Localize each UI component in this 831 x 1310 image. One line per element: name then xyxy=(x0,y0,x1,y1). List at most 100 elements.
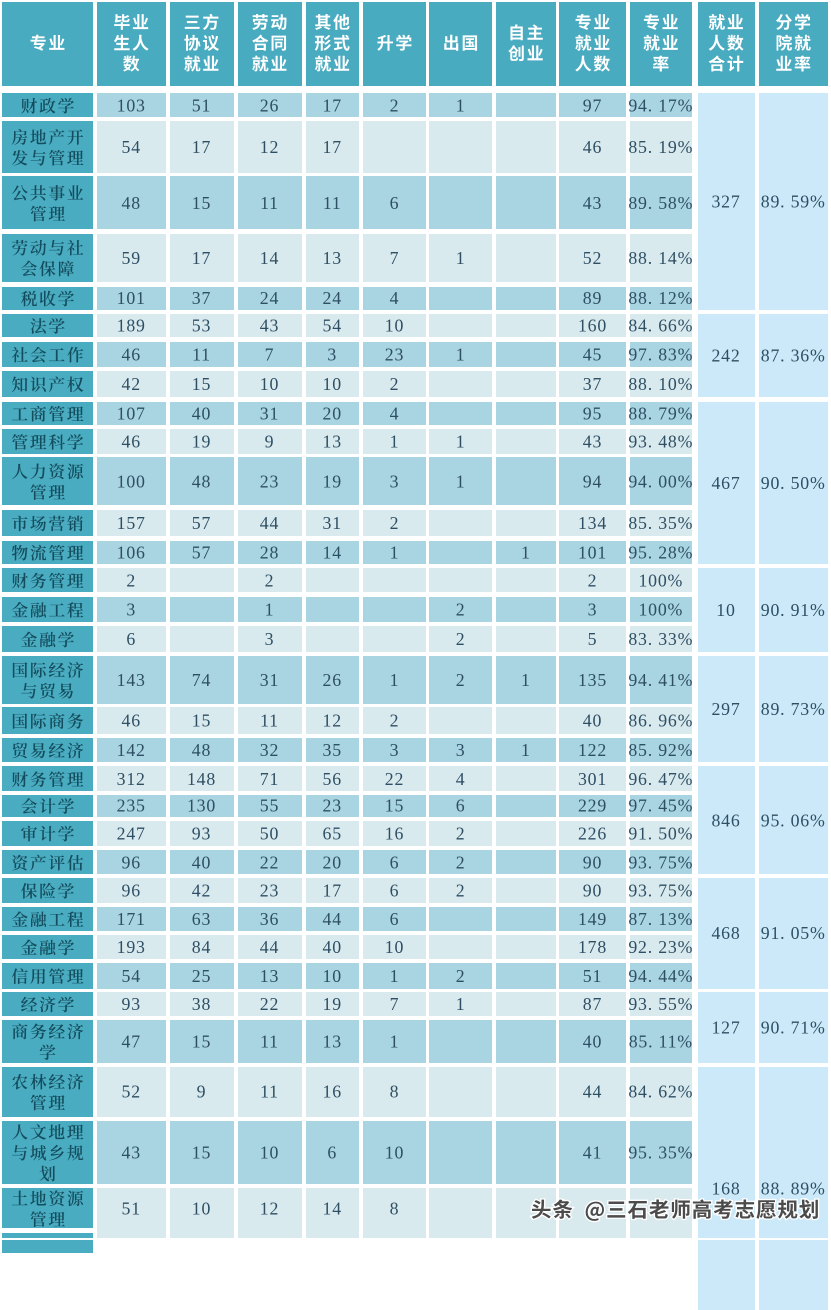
svg-text:135: 135 xyxy=(578,670,607,690)
svg-text:2: 2 xyxy=(456,966,466,986)
svg-text:44: 44 xyxy=(260,513,279,533)
svg-text:100%: 100% xyxy=(638,570,683,590)
svg-text:1: 1 xyxy=(390,1031,400,1051)
svg-text:1: 1 xyxy=(456,471,466,491)
svg-text:2: 2 xyxy=(390,95,400,115)
svg-text:16: 16 xyxy=(323,1082,342,1102)
svg-text:93. 75%: 93. 75% xyxy=(628,852,693,872)
svg-text:97. 45%: 97. 45% xyxy=(628,796,693,816)
svg-text:100%: 100% xyxy=(638,600,683,620)
svg-text:11: 11 xyxy=(192,344,211,364)
svg-text:28: 28 xyxy=(260,542,279,562)
svg-text:226: 226 xyxy=(578,823,607,843)
svg-text:47: 47 xyxy=(122,1031,141,1051)
svg-text:92. 23%: 92. 23% xyxy=(628,937,693,957)
svg-text:51: 51 xyxy=(583,966,602,986)
svg-text:3: 3 xyxy=(265,629,275,649)
svg-text:96: 96 xyxy=(122,881,141,901)
svg-text:3: 3 xyxy=(390,740,400,760)
svg-text:3: 3 xyxy=(456,740,466,760)
svg-text:52: 52 xyxy=(583,248,602,268)
svg-text:1: 1 xyxy=(456,344,466,364)
svg-text:95. 28%: 95. 28% xyxy=(628,542,693,562)
svg-text:15: 15 xyxy=(192,711,211,731)
svg-text:93. 48%: 93. 48% xyxy=(628,432,693,452)
svg-text:327: 327 xyxy=(711,192,740,212)
svg-text:95. 35%: 95. 35% xyxy=(628,1142,693,1162)
svg-text:89. 59%: 89. 59% xyxy=(761,192,826,212)
svg-text:2: 2 xyxy=(390,513,400,533)
svg-text:142: 142 xyxy=(117,740,146,760)
svg-text:1: 1 xyxy=(265,600,275,620)
svg-text:90: 90 xyxy=(583,852,602,872)
svg-text:235: 235 xyxy=(117,796,146,816)
svg-text:242: 242 xyxy=(711,345,740,365)
svg-text:6: 6 xyxy=(126,629,136,649)
svg-text:2: 2 xyxy=(588,570,598,590)
svg-text:1: 1 xyxy=(456,994,466,1014)
svg-text:46: 46 xyxy=(583,137,602,157)
svg-text:12: 12 xyxy=(260,137,279,157)
svg-text:1: 1 xyxy=(456,248,466,268)
svg-text:90. 91%: 90. 91% xyxy=(761,600,826,620)
svg-text:143: 143 xyxy=(117,670,146,690)
svg-text:17: 17 xyxy=(192,137,211,157)
svg-text:37: 37 xyxy=(583,374,602,394)
svg-text:19: 19 xyxy=(323,471,342,491)
svg-text:11: 11 xyxy=(260,711,279,731)
svg-text:11: 11 xyxy=(260,193,279,213)
svg-text:35: 35 xyxy=(323,740,342,760)
svg-text:42: 42 xyxy=(122,374,141,394)
svg-text:96: 96 xyxy=(122,852,141,872)
svg-text:54: 54 xyxy=(122,966,141,986)
svg-text:6: 6 xyxy=(390,909,400,929)
svg-text:16: 16 xyxy=(385,823,404,843)
svg-text:23: 23 xyxy=(260,881,279,901)
svg-text:85. 11%: 85. 11% xyxy=(629,1031,693,1051)
svg-text:87: 87 xyxy=(583,994,602,1014)
svg-text:88. 89%: 88. 89% xyxy=(761,1178,826,1198)
svg-text:93: 93 xyxy=(122,994,141,1014)
svg-text:46: 46 xyxy=(122,432,141,452)
svg-text:10: 10 xyxy=(716,600,735,620)
svg-text:23: 23 xyxy=(260,471,279,491)
svg-text:101: 101 xyxy=(578,542,607,562)
svg-text:97: 97 xyxy=(583,95,602,115)
svg-text:127: 127 xyxy=(711,1018,740,1038)
svg-text:85. 92%: 85. 92% xyxy=(628,740,693,760)
svg-text:2: 2 xyxy=(456,600,466,620)
svg-text:44: 44 xyxy=(260,937,279,957)
svg-text:32: 32 xyxy=(260,740,279,760)
svg-text:6: 6 xyxy=(456,796,466,816)
svg-text:14: 14 xyxy=(323,1198,342,1218)
svg-text:6: 6 xyxy=(390,852,400,872)
svg-text:43: 43 xyxy=(260,316,279,336)
svg-text:7: 7 xyxy=(390,994,400,1014)
svg-text:846: 846 xyxy=(711,810,740,830)
svg-text:57: 57 xyxy=(192,513,211,533)
svg-text:38: 38 xyxy=(192,994,211,1014)
svg-text:97. 83%: 97. 83% xyxy=(628,344,693,364)
svg-text:6: 6 xyxy=(390,881,400,901)
svg-text:71: 71 xyxy=(260,769,279,789)
svg-text:5: 5 xyxy=(588,629,598,649)
svg-text:94. 17%: 94. 17% xyxy=(628,95,693,115)
svg-text:45: 45 xyxy=(583,344,602,364)
svg-text:22: 22 xyxy=(260,852,279,872)
svg-text:149: 149 xyxy=(578,909,607,929)
svg-text:2: 2 xyxy=(456,852,466,872)
svg-text:20: 20 xyxy=(323,852,342,872)
svg-text:84: 84 xyxy=(192,937,211,957)
svg-text:10: 10 xyxy=(260,1142,279,1162)
svg-text:88. 10%: 88. 10% xyxy=(628,374,693,394)
svg-text:93. 55%: 93. 55% xyxy=(628,994,693,1014)
svg-text:107: 107 xyxy=(117,404,146,424)
svg-text:24: 24 xyxy=(260,288,279,308)
svg-text:85. 35%: 85. 35% xyxy=(628,513,693,533)
svg-text:43: 43 xyxy=(583,432,602,452)
svg-text:15: 15 xyxy=(192,374,211,394)
svg-text:11: 11 xyxy=(260,1082,279,1102)
svg-text:25: 25 xyxy=(192,966,211,986)
svg-text:2: 2 xyxy=(390,374,400,394)
svg-text:1: 1 xyxy=(390,542,400,562)
